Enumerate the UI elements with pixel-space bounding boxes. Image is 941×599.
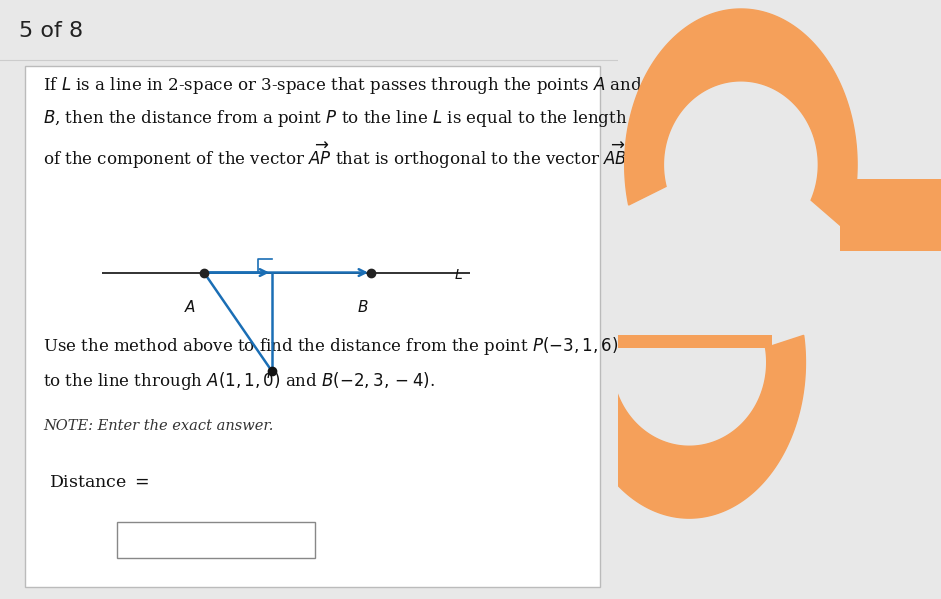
Bar	[0, 0, 618, 60]
Text: Distance $=$: Distance $=$	[50, 474, 150, 491]
Text: $L$: $L$	[455, 268, 463, 282]
Text: NOTE: Enter the exact answer.: NOTE: Enter the exact answer.	[43, 419, 274, 433]
Text: $P$: $P$	[265, 367, 276, 381]
Bar	[24, 66, 599, 587]
Polygon shape	[625, 9, 857, 231]
Bar	[839, 180, 941, 252]
Text: to the line through $A(1, 1, 0)$ and $B(-2, 3, -4)$.: to the line through $A(1, 1, 0)$ and $B(…	[43, 370, 435, 392]
Polygon shape	[573, 322, 805, 518]
Text: 5 of 8: 5 of 8	[19, 21, 83, 41]
Text: $B$, then the distance from a point $P$ to the line $L$ is equal to the length: $B$, then the distance from a point $P$ …	[43, 108, 628, 129]
Bar	[118, 522, 315, 558]
Text: of the component of the vector $\overrightarrow{AP}$ that is orthogonal to the v: of the component of the vector $\overrig…	[43, 141, 632, 171]
Bar	[618, 335, 772, 348]
Text: $B$: $B$	[358, 300, 369, 316]
Text: If $L$ is a line in 2-space or 3-space that passes through the points $A$ and: If $L$ is a line in 2-space or 3-space t…	[43, 75, 643, 96]
Text: Use the method above to find the distance from the point $P(-3, 1, 6)$: Use the method above to find the distanc…	[43, 335, 619, 358]
Text: $A$: $A$	[184, 300, 197, 316]
Bar	[457, 0, 618, 599]
